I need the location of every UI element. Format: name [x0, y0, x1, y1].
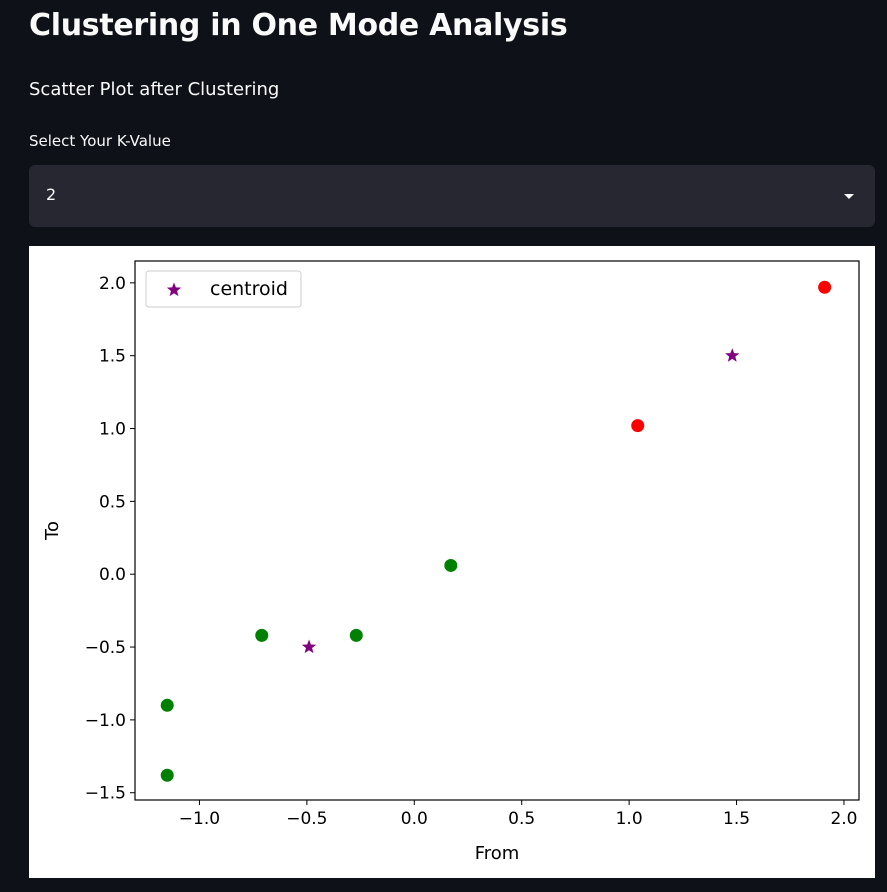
y-axis-label: To: [42, 521, 63, 541]
k-value-select-label: Select Your K-Value: [29, 132, 171, 150]
plot-frame: [134, 260, 860, 801]
green-cluster-point: [349, 628, 363, 642]
green-cluster-point: [444, 558, 458, 572]
y-tick-label: 2.0: [99, 274, 126, 294]
x-tick-label: 0.0: [401, 809, 428, 829]
scatter-chart-svg: −1.0 −0.5 0.0 0.5 1.0 1.5 2.0 −1.5 −1.0 −0.5 0.0 0.…: [42, 260, 860, 864]
green-cluster-point: [160, 768, 174, 782]
y-tick-label: −0.5: [85, 638, 126, 658]
x-axis-label: From: [475, 843, 520, 864]
green-cluster-point: [160, 698, 174, 712]
y-tick-label: 0.5: [99, 492, 126, 512]
red-cluster-point: [631, 419, 645, 433]
x-tick-label: −0.5: [286, 809, 327, 829]
centroid-star-point: [301, 639, 317, 654]
page-title: Clustering in One Mode Analysis: [29, 8, 568, 43]
y-tick-label: −1.5: [85, 784, 126, 804]
x-tick-label: 1.5: [723, 809, 750, 829]
legend-centroid-star-icon: [166, 282, 182, 297]
legend-box: [145, 270, 302, 308]
y-tick-label: 0.0: [99, 565, 126, 585]
scatter-chart: −1.0 −0.5 0.0 0.5 1.0 1.5 2.0 −1.5 −1.0 −0.5 0.0 0.…: [29, 246, 875, 878]
x-tick-label: 1.0: [616, 809, 643, 829]
legend-label: centroid: [210, 278, 288, 300]
y-tick-label: −1.0: [85, 711, 126, 731]
chevron-down-icon[interactable]: [844, 194, 854, 199]
page-subtitle: Scatter Plot after Clustering: [29, 79, 280, 100]
x-tick-label: −1.0: [179, 809, 220, 829]
x-tick-label: 0.5: [508, 809, 535, 829]
red-cluster-point: [818, 280, 832, 294]
green-cluster-point: [255, 628, 269, 642]
k-value-selected: 2: [46, 185, 57, 204]
centroid-star-point: [725, 348, 740, 362]
x-tick-label: 2.0: [830, 809, 857, 829]
y-tick-label: 1.5: [99, 347, 126, 367]
y-tick-label: 1.0: [99, 420, 126, 440]
k-value-select[interactable]: 2: [29, 165, 875, 227]
